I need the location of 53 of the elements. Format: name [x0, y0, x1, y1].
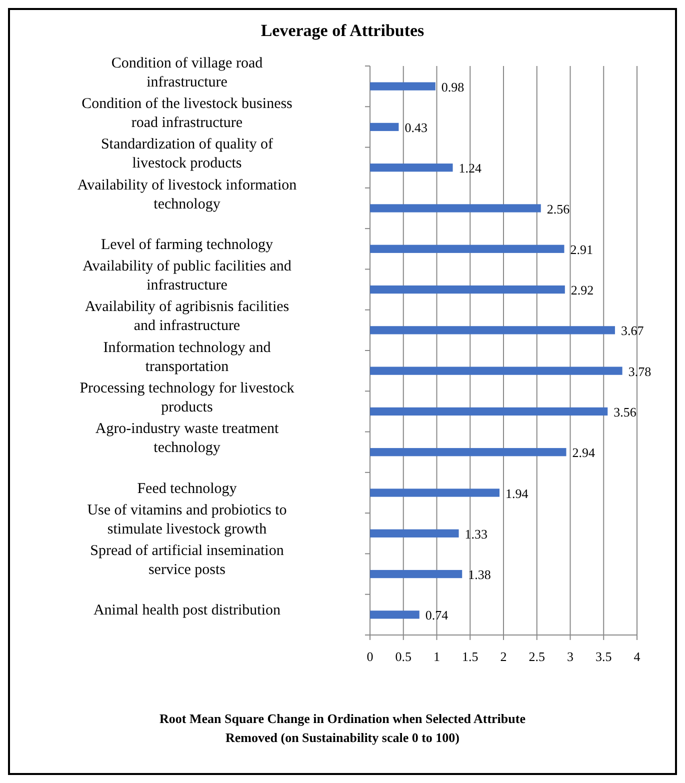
y-tick-label: Level of farming technology [100, 236, 274, 253]
data-label: 2.91 [570, 242, 593, 257]
bar [370, 285, 565, 294]
bar [370, 448, 566, 456]
y-tick-label: Condition of village road infrastructure [111, 55, 264, 90]
data-label: 3.67 [620, 323, 644, 338]
x-tick-label: 0 [366, 649, 374, 664]
y-tick-label: Processing technology for livestock products [80, 380, 295, 416]
x-tick-label: 1.5 [462, 649, 478, 664]
bar [370, 529, 459, 538]
y-tick-label: Agro-industry waste treatment technology [95, 421, 280, 456]
x-tick-label: 3 [567, 649, 574, 664]
bar [370, 570, 462, 578]
data-label: 0.74 [425, 608, 449, 623]
chart-title: Leverage of Attributes [260, 21, 425, 40]
y-tick-label: Availability of public facilities and infrastructure [82, 258, 292, 294]
y-tick-label: Animal health post distribution [93, 602, 282, 619]
x-tick-label: 1 [434, 649, 440, 664]
bar [370, 122, 399, 132]
x-tick-label: 3.5 [596, 649, 612, 664]
y-tick-label: Feed technology [137, 480, 238, 497]
data-label: 2.94 [572, 445, 596, 460]
data-label: 0.98 [441, 79, 464, 94]
x-tick-label: 0.5 [395, 649, 412, 664]
bar [370, 326, 615, 334]
data-label: 1.24 [458, 160, 482, 176]
data-label: 3.78 [628, 364, 652, 379]
bar [370, 164, 453, 172]
y-tick-label: Condition of the livestock business road infrastructure [82, 96, 293, 131]
data-label: 0.43 [404, 120, 428, 135]
bar [370, 488, 500, 497]
bar [370, 366, 622, 375]
data-label: 1.33 [464, 526, 488, 542]
x-axis-title: Root Mean Square Change in Ordination when Selected Attribute Removed (on Sustainability scale 0 to 100) [160, 711, 526, 745]
data-label: 1.94 [505, 486, 529, 501]
y-tick-label: Standardization of quality of livestock products [100, 136, 274, 172]
y-tick-label: Spread of artificial insemination service posts [90, 543, 284, 578]
x-tick-label: 4 [634, 649, 641, 664]
y-tick-label: Availability of livestock information technology [77, 177, 298, 212]
bar [370, 244, 564, 253]
x-tick-label: 2 [500, 649, 507, 664]
bar [370, 407, 608, 416]
data-label: 1.38 [468, 567, 491, 582]
y-tick-label: Information technology and transportation [103, 340, 272, 375]
data-label: 2.92 [570, 282, 594, 298]
bar [370, 204, 541, 212]
y-tick-label: Use of vitamins and probiotics to stimulate livestock growth [87, 502, 287, 538]
data-label: 2.56 [546, 201, 570, 216]
data-label: 3.56 [614, 404, 637, 420]
bar [370, 82, 436, 90]
x-tick-label: 2.5 [528, 649, 545, 664]
bar [370, 610, 420, 619]
y-tick-label: Availability of agribisnis facilities and infrastructure [84, 299, 290, 334]
